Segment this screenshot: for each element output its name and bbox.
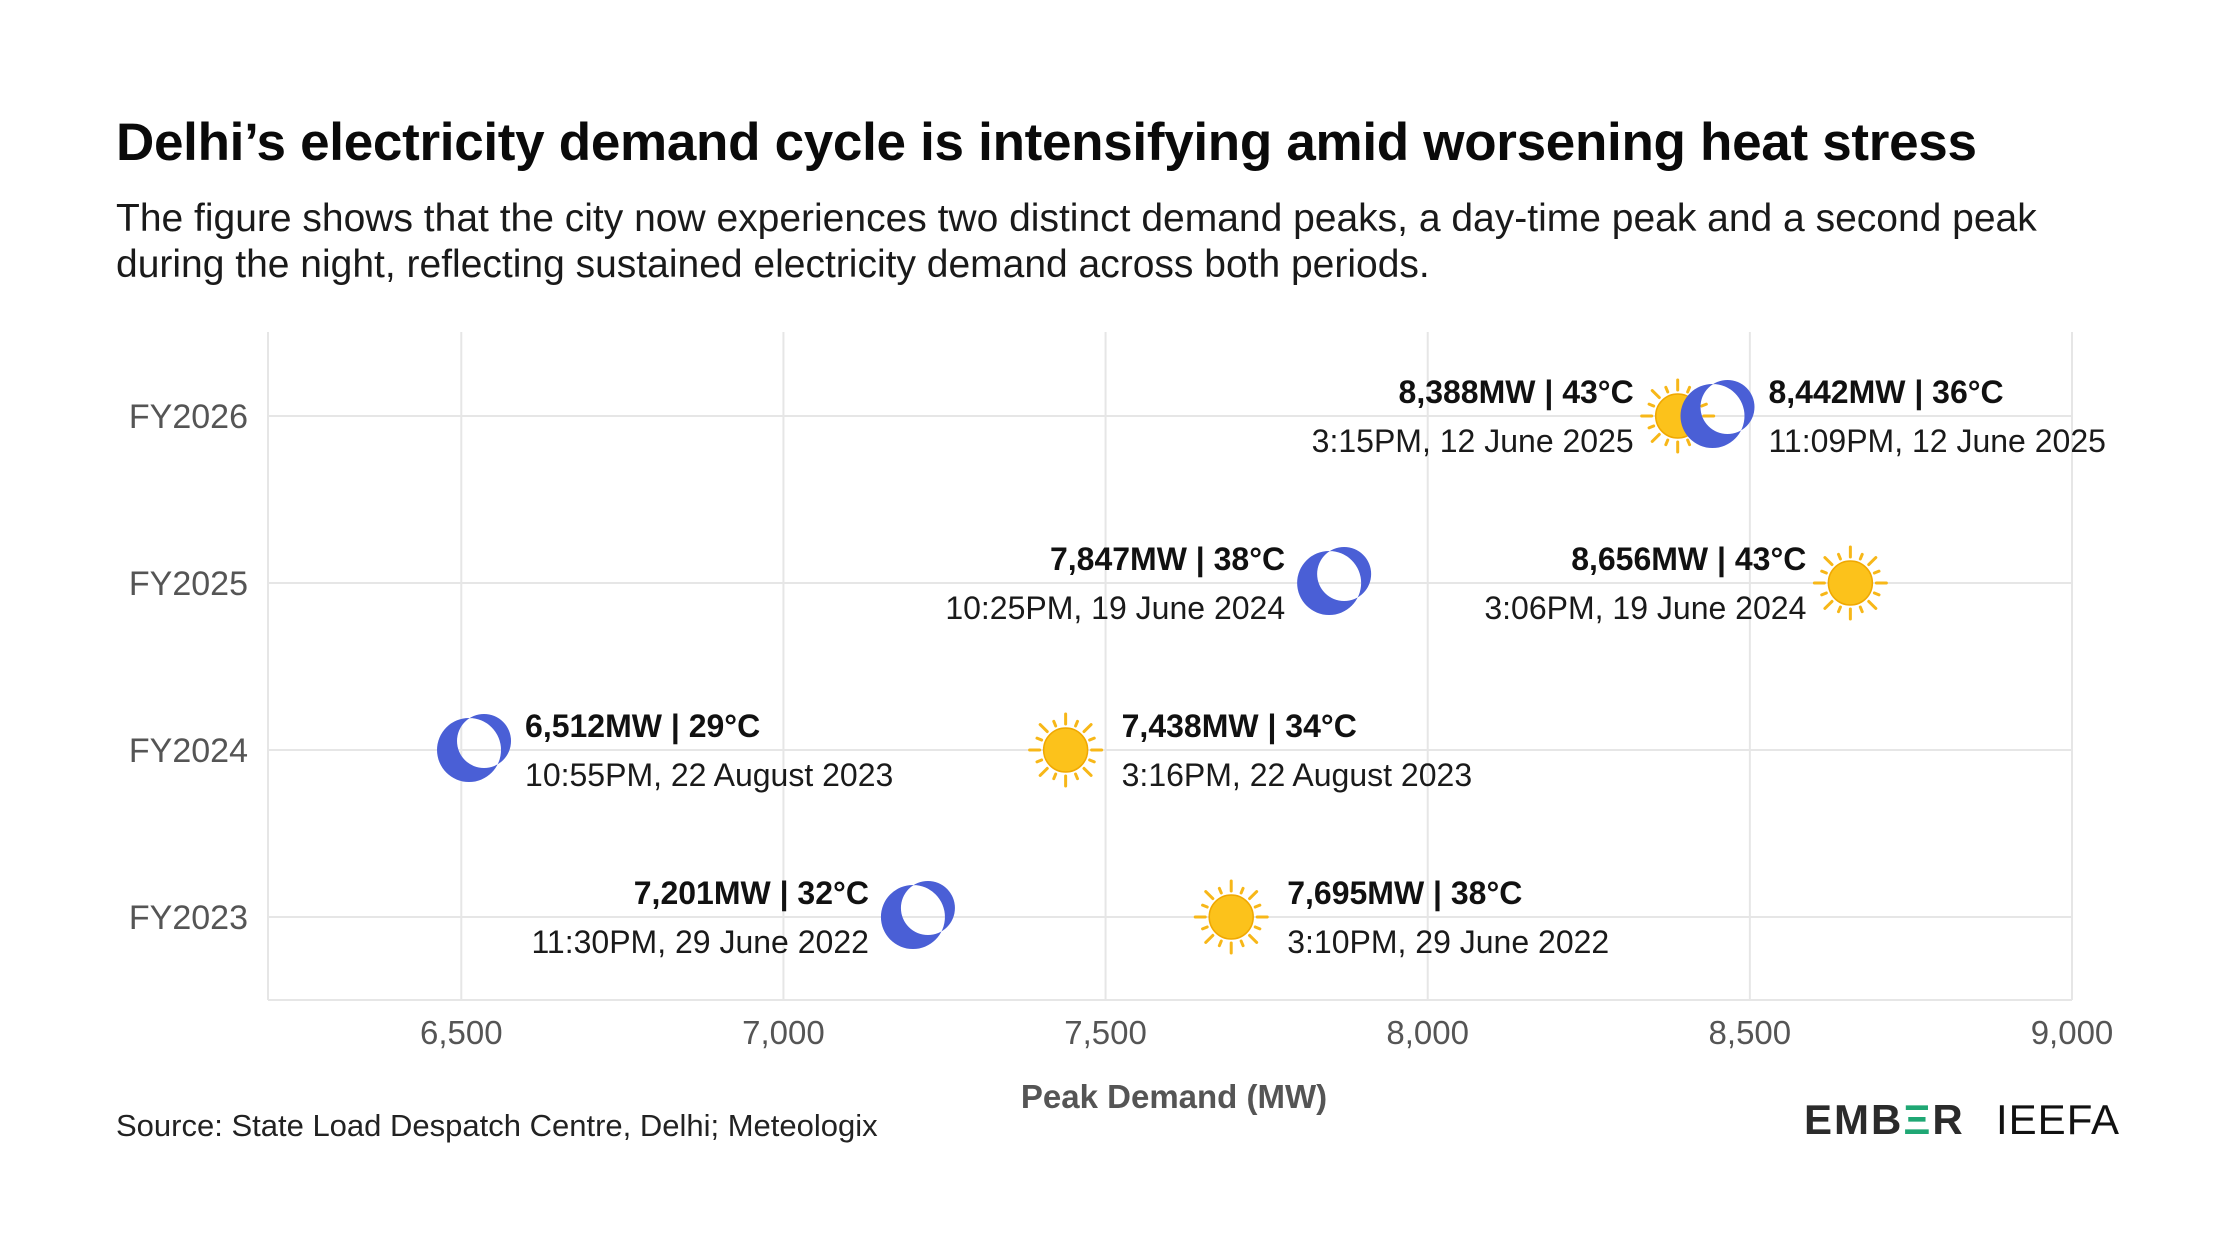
point-time-label: 11:30PM, 29 June 2022 [531,924,868,960]
y-tick-label: FY2026 [129,398,248,436]
y-tick-label: FY2023 [129,899,248,937]
point-time-label: 11:09PM, 12 June 2025 [1768,423,2105,459]
point-time-label: 3:10PM, 29 June 2022 [1287,924,1609,960]
moon-icon [437,714,512,782]
point-time-label: 3:16PM, 22 August 2023 [1122,757,1472,793]
y-tick-label: FY2024 [129,732,248,770]
x-axis-title: Peak Demand (MW) [1021,1078,1327,1115]
moon-icon [1680,380,1755,448]
x-tick-label: 7,000 [742,1014,825,1051]
chart-title: Delhi’s electricity demand cycle is inte… [116,113,1977,172]
point-time-label: 3:15PM, 12 June 2025 [1312,423,1634,459]
point-time-label: 3:06PM, 19 June 2024 [1484,590,1806,626]
point-value-label: 8,388MW | 43°C [1399,374,1634,410]
point-value-label: 6,512MW | 29°C [525,708,760,744]
ember-logo: EMBΞR [1804,1096,1965,1143]
point-value-label: 8,656MW | 43°C [1571,541,1806,577]
chart-subtitle: The figure shows that the city now exper… [116,197,2037,286]
ieefa-logo: IEEFA [1996,1096,2121,1143]
point-time-label: 10:25PM, 19 June 2024 [945,590,1285,626]
point-value-label: 7,438MW | 34°C [1122,708,1357,744]
sun-icon [1193,879,1269,955]
moon-icon [880,881,955,949]
x-tick-label: 8,500 [1709,1014,1792,1051]
point-value-label: 8,442MW | 36°C [1768,374,2003,410]
y-tick-label: FY2025 [129,565,248,603]
sun-icon [1028,712,1104,788]
moon-icon [1297,547,1372,615]
sun-icon [1812,545,1888,621]
point-value-label: 7,201MW | 32°C [634,875,869,911]
x-tick-label: 6,500 [420,1014,503,1051]
source-note: Source: State Load Despatch Centre, Delh… [116,1108,878,1143]
point-time-label: 10:55PM, 22 August 2023 [525,757,893,793]
x-tick-label: 7,500 [1064,1014,1147,1051]
point-value-label: 7,695MW | 38°C [1287,875,1522,911]
x-tick-label: 9,000 [2031,1014,2114,1051]
point-value-label: 7,847MW | 38°C [1050,541,1285,577]
x-tick-label: 8,000 [1386,1014,1469,1051]
